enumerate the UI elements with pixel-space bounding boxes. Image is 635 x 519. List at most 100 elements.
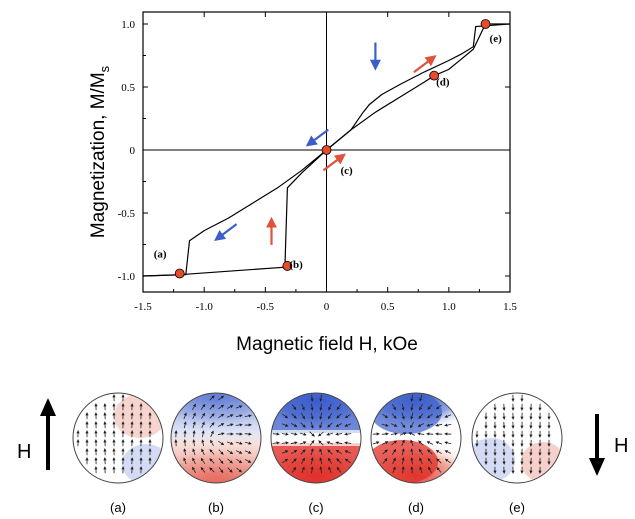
spin-arrow	[399, 432, 407, 436]
spin-arrow	[344, 413, 351, 419]
y-tick-label: -1.0	[118, 271, 136, 283]
state-point-label: (c)	[341, 165, 354, 177]
spin-arrow	[344, 441, 352, 445]
disk-outline	[370, 392, 462, 484]
spin-arrow	[417, 423, 424, 427]
disk-diagram	[471, 392, 563, 484]
direction-arrows	[214, 42, 437, 245]
spin-arrow	[244, 441, 252, 445]
disk-label: (a)	[110, 500, 126, 515]
spin-arrow	[310, 412, 314, 420]
spin-arrow	[310, 457, 314, 465]
disk-diagram	[370, 392, 462, 484]
spin-arrow	[300, 449, 306, 455]
spin-arrow	[444, 414, 452, 418]
direction-arrow-up-right	[322, 153, 346, 172]
spin-arrow	[192, 412, 196, 420]
spin-arrow	[427, 457, 433, 464]
spin-arrow	[291, 413, 297, 419]
x-tick-label: 1.0	[442, 301, 456, 313]
spin-arrow	[418, 448, 424, 455]
spin-arrow	[426, 432, 434, 436]
spin-arrow	[209, 458, 215, 464]
spin-arrow	[426, 441, 434, 445]
spin-arrow	[217, 432, 225, 436]
disk-label: (b)	[208, 500, 224, 515]
color-region	[371, 440, 438, 483]
spin-arrow	[426, 423, 434, 427]
spin-arrow	[218, 440, 225, 446]
spin-arrow	[201, 439, 205, 447]
spin-arrow	[328, 466, 332, 474]
disk-outline	[72, 392, 164, 484]
spin-arrow	[418, 413, 424, 419]
spin-arrow	[310, 466, 314, 474]
spin-arrow	[410, 457, 414, 465]
spin-arrow	[344, 450, 352, 454]
state-point	[480, 19, 491, 29]
spin-arrow	[245, 459, 252, 463]
spin-arrow	[210, 439, 214, 446]
x-axis-label: Magnetic field H, kOe	[236, 334, 418, 355]
spin-arrow	[382, 449, 388, 455]
spin-arrow	[192, 403, 196, 410]
spin-arrow	[327, 457, 333, 464]
spin-arrow	[309, 440, 315, 446]
spin-arrow	[319, 412, 323, 420]
spin-arrow	[200, 457, 206, 464]
spin-arrow	[410, 422, 414, 429]
y-tick-label: 0	[130, 145, 136, 157]
spin-arrow	[335, 449, 342, 455]
axes: -1.5 -1.0 -0.5 0 0.5 1.0 1.5 -1.0 -0.5 0 0.5 1.0	[118, 12, 517, 313]
spin-arrow	[210, 430, 214, 438]
spin-arrow	[318, 440, 324, 446]
spin-arrow	[218, 458, 224, 464]
spin-arrow	[201, 448, 205, 456]
spin-arrow	[183, 448, 187, 456]
spin-arrow	[183, 421, 187, 429]
spin-arrow	[401, 403, 405, 411]
state-point	[282, 261, 293, 271]
spin-arrow	[381, 432, 389, 436]
spin-arrow	[335, 441, 343, 445]
spin-arrow	[336, 404, 342, 411]
state-points: (a) (b) (c) (d) (e)	[154, 19, 502, 279]
spin-arrow	[291, 458, 297, 464]
spin-arrow	[290, 432, 298, 436]
disk-label: (d)	[408, 500, 424, 515]
spin-arrow	[335, 423, 342, 427]
spin-arrow	[200, 466, 206, 473]
spin-arrow	[419, 457, 423, 465]
spin-arrow	[192, 466, 196, 473]
disk-label: (e)	[509, 500, 525, 515]
disk-outline	[170, 392, 262, 484]
spin-arrow	[419, 466, 423, 474]
spin-arrow	[336, 458, 342, 464]
spin-arrow	[192, 430, 196, 438]
spin-arrow	[218, 413, 225, 419]
spin-arrow	[336, 413, 342, 419]
spin-arrow	[436, 458, 442, 464]
spin-arrow	[401, 439, 405, 447]
spin-arrow	[310, 448, 314, 456]
y-axis-label-main: Magnetization, M/M	[88, 72, 109, 238]
spin-arrow	[183, 457, 187, 465]
spin-arrow	[218, 395, 225, 401]
spin-arrow	[299, 441, 307, 445]
spin-arrow	[427, 404, 433, 410]
spin-arrow	[327, 422, 333, 428]
y-axis-label-sub: s	[97, 65, 112, 72]
y-axis-label: Magnetization, M/Ms	[88, 65, 112, 238]
spin-arrow	[192, 439, 196, 447]
spin-arrow	[381, 423, 389, 427]
spin-arrow	[319, 394, 323, 402]
spin-arrow	[291, 449, 298, 455]
direction-arrow-up-right	[413, 55, 437, 73]
spin-arrow	[227, 467, 233, 473]
x-tick-label: -0.5	[257, 301, 275, 313]
hysteresis-curves	[142, 23, 511, 277]
spin-arrow	[201, 421, 205, 429]
spin-arrow	[328, 403, 332, 411]
spin-arrow	[344, 432, 352, 436]
spin-arrow	[291, 404, 297, 411]
